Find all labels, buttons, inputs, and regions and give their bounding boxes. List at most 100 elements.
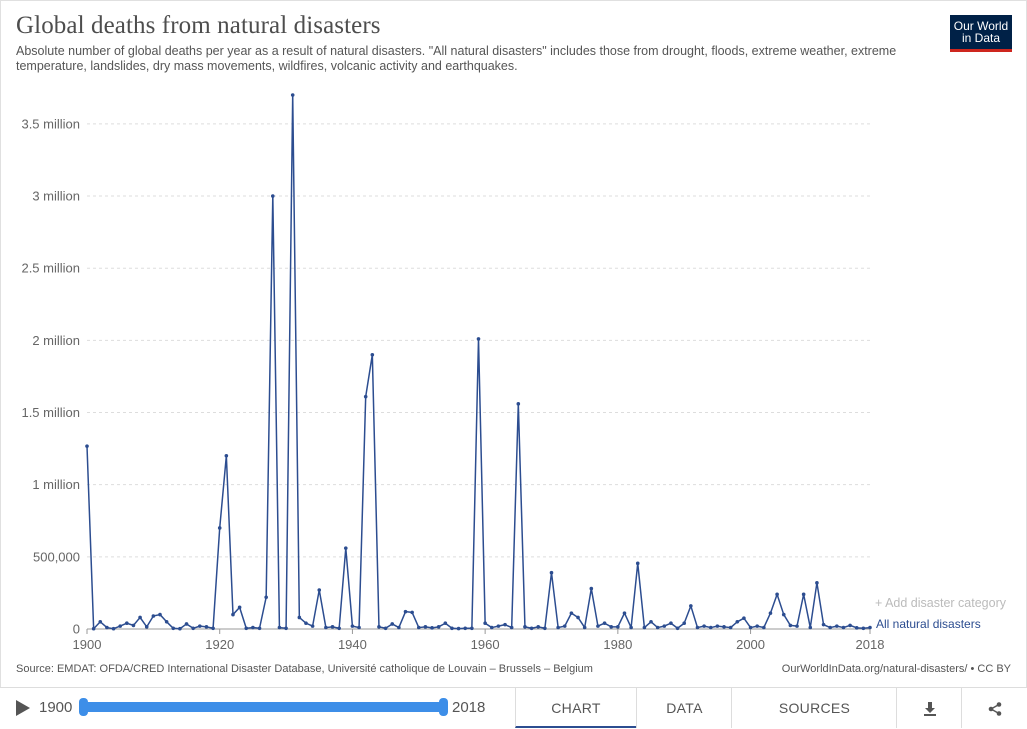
timeline-end-year: 2018 xyxy=(452,699,485,716)
data-point xyxy=(377,625,381,629)
data-point xyxy=(855,626,859,630)
data-point xyxy=(775,593,779,597)
data-point xyxy=(185,622,189,626)
data-point xyxy=(390,622,394,626)
data-point xyxy=(105,626,109,630)
data-point xyxy=(271,194,275,198)
data-point xyxy=(457,627,461,631)
x-tick-label: 1920 xyxy=(205,637,234,652)
tab-chart[interactable]: CHART xyxy=(515,688,636,728)
data-point xyxy=(444,621,448,625)
download-button[interactable] xyxy=(896,688,962,728)
data-point xyxy=(298,616,302,620)
data-point xyxy=(848,624,852,628)
data-point xyxy=(517,402,521,406)
data-point xyxy=(629,626,633,630)
y-tick-label: 1 million xyxy=(32,477,80,492)
data-point xyxy=(244,626,248,630)
data-point xyxy=(410,611,414,615)
data-point xyxy=(662,624,666,628)
data-point xyxy=(536,625,540,629)
data-point xyxy=(138,616,142,620)
footer-controls: 1900 2018 CHART DATA SOURCES xyxy=(0,687,1027,729)
data-point xyxy=(702,624,706,628)
data-point xyxy=(198,624,202,628)
data-point xyxy=(92,627,96,631)
y-tick-label: 500,000 xyxy=(33,549,80,564)
data-point xyxy=(862,626,866,630)
line-chart: 0500,0001 million1.5 million2 million2.5… xyxy=(0,0,1027,687)
data-point xyxy=(590,587,594,591)
data-point xyxy=(364,395,368,399)
data-point xyxy=(868,626,872,630)
y-tick-label: 3.5 million xyxy=(21,116,80,131)
data-point xyxy=(357,626,361,630)
data-point xyxy=(669,621,673,625)
data-point xyxy=(477,337,481,341)
timeline-slider[interactable] xyxy=(82,702,444,712)
data-point xyxy=(251,626,255,630)
series-label: All natural disasters xyxy=(876,617,981,631)
data-point xyxy=(404,610,408,614)
tab-data[interactable]: DATA xyxy=(636,688,732,728)
data-point xyxy=(649,620,653,624)
data-point xyxy=(623,611,627,615)
share-icon xyxy=(988,702,1002,716)
data-point xyxy=(430,626,434,630)
data-point xyxy=(450,626,454,630)
share-button[interactable] xyxy=(961,688,1027,728)
data-point xyxy=(583,626,587,630)
data-point xyxy=(205,625,209,629)
data-point xyxy=(808,626,812,630)
data-point xyxy=(304,621,308,625)
timeline-start-year: 1900 xyxy=(39,699,72,716)
data-point xyxy=(616,625,620,629)
data-point xyxy=(497,624,501,628)
data-point xyxy=(749,626,753,630)
tab-sources[interactable]: SOURCES xyxy=(731,688,897,728)
data-point xyxy=(556,626,560,630)
x-tick-label: 1900 xyxy=(73,637,102,652)
timeline-start-handle[interactable] xyxy=(79,698,88,716)
data-point xyxy=(676,626,680,630)
data-point xyxy=(842,626,846,630)
data-point xyxy=(351,624,355,628)
data-point xyxy=(132,624,136,628)
x-tick-label: 1980 xyxy=(603,637,632,652)
data-point xyxy=(682,621,686,625)
timeline-end-handle[interactable] xyxy=(439,698,448,716)
data-point xyxy=(789,624,793,628)
data-point xyxy=(191,626,195,630)
data-point xyxy=(317,588,321,592)
data-point xyxy=(716,624,720,628)
data-point xyxy=(171,626,175,630)
data-point xyxy=(437,625,441,629)
data-point xyxy=(782,613,786,617)
data-point xyxy=(656,626,660,630)
data-point xyxy=(344,546,348,550)
data-point xyxy=(118,624,122,628)
data-point xyxy=(815,581,819,585)
data-point xyxy=(483,621,487,625)
data-point xyxy=(609,625,613,629)
data-point xyxy=(470,626,474,630)
data-point xyxy=(576,616,580,620)
data-point xyxy=(596,624,600,628)
data-point xyxy=(689,604,693,608)
data-point xyxy=(795,624,799,628)
x-tick-label: 2018 xyxy=(856,637,885,652)
data-point xyxy=(543,626,547,630)
data-point xyxy=(324,626,328,630)
play-icon[interactable] xyxy=(16,700,30,716)
data-point xyxy=(722,625,726,629)
data-point xyxy=(822,623,826,627)
data-point xyxy=(384,626,388,630)
y-tick-label: 2 million xyxy=(32,333,80,348)
data-point xyxy=(125,621,129,625)
data-point xyxy=(165,620,169,624)
add-disaster-category-button[interactable]: + Add disaster category xyxy=(875,596,1006,610)
data-point xyxy=(258,626,262,630)
data-point xyxy=(371,353,375,357)
license-link[interactable]: OurWorldInData.org/natural-disasters/ • … xyxy=(782,663,1011,675)
data-point xyxy=(85,444,89,448)
